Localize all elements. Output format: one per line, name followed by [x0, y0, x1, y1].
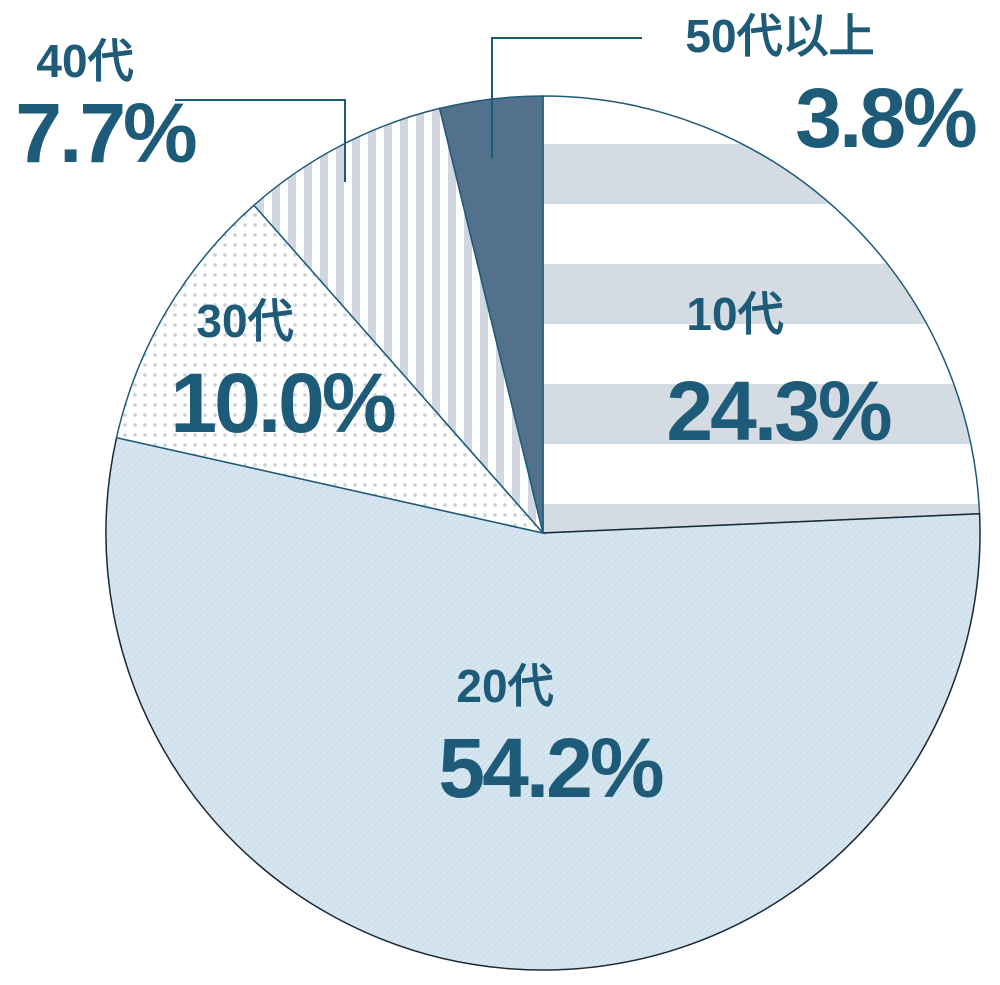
pie-slice [105, 436, 981, 971]
category-label: 40代 [36, 35, 133, 87]
leader-line [491, 37, 642, 158]
pie-slice [542, 95, 981, 534]
value-label: 7.7% [15, 86, 196, 180]
value-label: 3.8% [795, 71, 976, 165]
pie [105, 95, 981, 971]
value-label: 54.2% [438, 721, 662, 815]
leader-line [175, 99, 346, 182]
category-label: 50代以上 [685, 10, 874, 62]
category-label: 30代 [196, 295, 293, 347]
pie-slice [438, 95, 544, 534]
value-label: 24.3% [666, 364, 890, 458]
pie-slice [252, 107, 544, 534]
value-label: 10.0% [170, 356, 394, 450]
pie-slice [115, 204, 546, 535]
category-label: 10代 [686, 288, 783, 340]
category-label: 20代 [456, 660, 553, 712]
